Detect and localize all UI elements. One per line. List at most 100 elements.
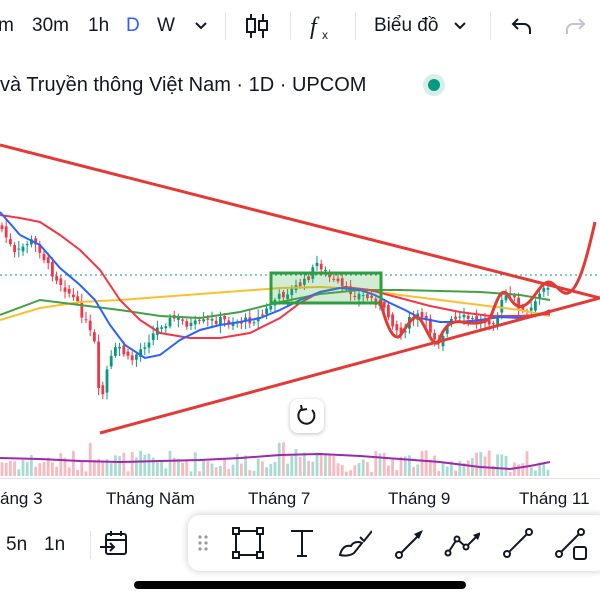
volume-bar	[261, 461, 264, 476]
candle-body	[433, 333, 436, 340]
rectangle-tool-icon[interactable]	[230, 525, 266, 561]
candle-body	[25, 244, 29, 246]
volume-bar	[223, 458, 226, 476]
x-axis-label: Tháng 7	[248, 489, 311, 508]
candle-body	[63, 287, 67, 292]
candle-body	[471, 317, 474, 319]
svg-text:x: x	[322, 28, 328, 42]
volume-bar	[525, 451, 529, 476]
candle-body	[429, 318, 432, 333]
volume-bar	[9, 461, 12, 476]
volume-bar	[487, 450, 491, 476]
volume-bar	[496, 454, 499, 476]
calendar-goto-icon[interactable]	[98, 529, 130, 559]
candle-body	[105, 369, 109, 393]
candle-body	[290, 287, 294, 296]
candle-body	[546, 287, 550, 290]
chart-type-label[interactable]: Biểu đồ	[374, 15, 439, 36]
drag-handle-icon[interactable]	[194, 525, 214, 561]
volume-bar	[151, 457, 155, 476]
volume-bar	[492, 465, 495, 476]
interval-week[interactable]: W	[157, 15, 175, 36]
volume-bar	[21, 459, 25, 476]
candle-body	[135, 354, 138, 360]
volume-bar	[483, 456, 487, 476]
trend-line-tool-icon[interactable]	[500, 525, 536, 561]
volume-bar	[441, 462, 445, 476]
interval-1-year[interactable]: 1n	[44, 534, 66, 555]
candle-body	[130, 355, 134, 361]
volume-bar	[172, 457, 176, 476]
volume-bar	[366, 462, 369, 476]
volume-bar	[25, 462, 29, 476]
candle-body	[277, 293, 281, 299]
candle-body	[361, 295, 365, 297]
volume-bar	[269, 463, 273, 476]
volume-bar	[445, 466, 449, 476]
volume-bar	[311, 461, 315, 476]
candle-body	[76, 296, 79, 302]
volume-bar	[546, 469, 550, 476]
volume-bar	[0, 462, 4, 476]
volume-bar	[34, 466, 37, 476]
market-status-dot[interactable]	[423, 74, 445, 96]
candlestick-icon[interactable]	[244, 12, 270, 40]
candle-body	[395, 324, 399, 331]
text-tool-icon[interactable]	[284, 525, 320, 561]
symbol-title[interactable]: và Truyền thông Việt Nam · 1D · UPCOM	[0, 74, 367, 96]
home-indicator	[134, 581, 466, 589]
interval-minutes[interactable]: m	[0, 15, 14, 36]
candle-body	[319, 263, 323, 270]
candle-body	[93, 332, 96, 342]
bottom-toolbar: 5n 1n	[0, 515, 600, 575]
volume-bar	[72, 450, 75, 476]
candle-body	[466, 315, 470, 319]
path-tool-icon[interactable]	[444, 525, 480, 561]
chevron-down-icon[interactable]	[452, 18, 468, 34]
volume-bar	[198, 471, 201, 476]
volume-bar	[248, 470, 252, 476]
interval-5-years[interactable]: 5n	[6, 534, 28, 555]
volume-bar	[374, 451, 378, 476]
volume-bar	[286, 463, 289, 476]
brush-tool-icon[interactable]	[336, 525, 372, 561]
candle-body	[84, 319, 88, 321]
volume-bar	[185, 461, 189, 476]
volume-bar	[139, 450, 142, 476]
volume-bar	[542, 462, 546, 476]
candle-body	[206, 318, 210, 320]
volume-bar	[227, 469, 231, 476]
interval-day[interactable]: D	[126, 15, 140, 36]
candle-body	[500, 300, 504, 313]
indicators-fx-icon[interactable]: f x	[308, 12, 336, 42]
price-chart[interactable]	[0, 110, 600, 478]
bottom-divider	[90, 531, 91, 559]
volume-bar	[67, 467, 71, 476]
arrow-tool-icon[interactable]	[392, 525, 428, 561]
interval-30m[interactable]: 30m	[32, 15, 69, 36]
volume-bar	[38, 463, 42, 476]
more-line-tool-icon[interactable]	[552, 525, 588, 561]
volume-bar	[181, 462, 184, 476]
candle-body	[38, 244, 42, 253]
volume-bar	[416, 464, 420, 476]
candle-body	[328, 272, 331, 278]
redo-icon[interactable]	[563, 14, 587, 38]
candle-body	[147, 342, 151, 348]
candle-body	[231, 322, 235, 326]
interval-1h[interactable]: 1h	[88, 15, 110, 36]
candle-body	[185, 321, 189, 327]
candles	[0, 219, 550, 400]
reset-chart-button[interactable]	[290, 399, 324, 433]
candle-body	[353, 295, 357, 297]
candle-body	[51, 262, 54, 277]
drawing-tools-panel	[188, 515, 600, 571]
candle-body	[67, 288, 71, 294]
chevron-down-icon[interactable]	[193, 18, 209, 34]
undo-icon[interactable]	[510, 14, 534, 38]
candle-body	[324, 269, 327, 272]
toolbar-divider	[290, 12, 291, 40]
x-axis-label: Tháng Năm	[106, 489, 195, 508]
candle-body	[286, 294, 289, 299]
toolbar-divider	[225, 12, 226, 40]
